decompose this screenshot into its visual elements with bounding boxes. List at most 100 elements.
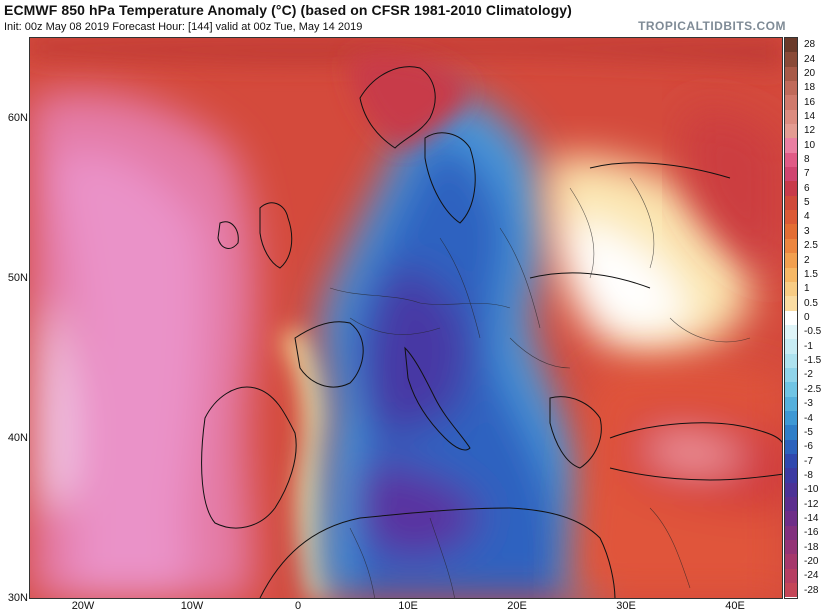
atlantic-warm-anomaly [30, 90, 256, 598]
lon-label-30e: 30E [616, 600, 636, 612]
colorbar-tick-label: 2 [804, 254, 810, 266]
colorbar-swatch [785, 583, 797, 598]
colorbar-tick-label: 1 [804, 283, 810, 295]
colorbar-tick-label: 4 [804, 211, 810, 223]
lat-label-30n: 30N [7, 592, 28, 604]
colorbar-swatch [785, 210, 797, 225]
colorbar-tick-label: 6 [804, 182, 810, 194]
lon-label-0: 0 [294, 600, 302, 612]
colorbar-swatch [785, 81, 797, 96]
colorbar-tick-label: -10 [804, 484, 819, 496]
lon-label-20e: 20E [507, 600, 527, 612]
colorbar-swatch [785, 568, 797, 584]
colorbar-tick-label: 8 [804, 154, 810, 166]
lat-label-50n: 50N [7, 272, 28, 284]
colorbar-swatch [785, 66, 797, 82]
colorbar-tick-label: 1.5 [804, 268, 818, 280]
lon-label-40e: 40E [725, 600, 745, 612]
scandinavia-warm-anomaly [350, 54, 470, 148]
colorbar-swatch [785, 554, 797, 569]
colorbar-swatch [785, 152, 797, 168]
colorbar-tick-label: 0 [804, 312, 810, 323]
coastlines [201, 66, 782, 598]
colorbar-swatch [785, 253, 797, 268]
lon-label-10e: 10E [398, 600, 418, 612]
northeast-warm-anomaly [682, 108, 782, 278]
colorbar-tick-label: -12 [804, 498, 819, 510]
colorbar-tick-label: -14 [804, 513, 819, 525]
colorbar-swatch [785, 511, 797, 526]
colorbar-tick-label: -2 [804, 369, 813, 381]
colorbar-tick-label: 5 [804, 197, 810, 209]
colorbar-tick-label: -2.5 [804, 383, 822, 395]
colorbar-tick-label: -6 [804, 441, 813, 453]
colorbar-tick-label: -28 [804, 584, 819, 596]
chart-title: ECMWF 850 hPa Temperature Anomaly (°C) (… [4, 2, 572, 18]
colorbar-swatch [785, 224, 797, 239]
colorbar-swatch [785, 109, 797, 125]
colorbar-tick-label: 3 [804, 225, 810, 237]
colorbar-tick-label: -18 [804, 541, 819, 553]
colorbar-swatch [785, 367, 797, 383]
map-canvas [30, 38, 782, 598]
colorbar-tick-label: -4 [804, 412, 813, 424]
colorbar-tick-label: -24 [804, 570, 819, 582]
forecast-info: Init: 00z May 08 2019 Forecast Hour: [14… [4, 21, 363, 33]
colorbar-swatch [785, 382, 797, 397]
colorbar-swatch [785, 238, 797, 254]
colorbar-swatch [785, 181, 797, 196]
colorbar-tick-label: 0.5 [804, 297, 818, 309]
colorbar-swatch [785, 339, 797, 354]
colorbar-swatch [785, 167, 797, 182]
colorbar-tick-label: 2.5 [804, 240, 818, 252]
colorbar [784, 37, 798, 599]
colorbar-tick-label: -8 [804, 469, 813, 481]
site-watermark: TROPICALTIDBITS.COM [638, 19, 786, 33]
colorbar-swatch [785, 425, 797, 440]
colorbar-tick-label: 16 [804, 96, 816, 108]
colorbar-swatch [785, 525, 797, 541]
colorbar-tick-label: -0.5 [804, 326, 822, 338]
colorbar-swatch [785, 138, 797, 153]
cold-anomaly-plume [315, 91, 600, 598]
colorbar-tick-label: -20 [804, 556, 819, 568]
colorbar-swatch [785, 195, 797, 211]
political-borders [329, 177, 751, 598]
colorbar-swatch [785, 396, 797, 411]
colorbar-swatch [785, 410, 797, 426]
colorbar-tick-label: 24 [804, 53, 816, 65]
colorbar-tick-label: 10 [804, 139, 816, 151]
lat-label-60n: 60N [7, 112, 28, 124]
colorbar-swatch [785, 353, 797, 368]
colorbar-tick-label: -1.5 [804, 355, 822, 367]
colorbar-swatch [785, 482, 797, 497]
lon-label-20w: 20W [71, 600, 95, 612]
colorbar-swatch [785, 310, 797, 325]
colorbar-swatch [785, 296, 797, 311]
colorbar-swatch [785, 267, 797, 282]
turkey-warm-anomaly [570, 366, 782, 598]
colorbar-swatch [785, 468, 797, 483]
colorbar-swatch [785, 124, 797, 139]
colorbar-swatch [785, 38, 797, 53]
colorbar-swatch [785, 281, 797, 297]
colorbar-tick-label: -3 [804, 398, 813, 410]
colorbar-swatch [785, 95, 797, 110]
anomaly-map [29, 37, 783, 599]
colorbar-tick-label: 20 [804, 67, 816, 79]
lat-label-40n: 40N [7, 432, 28, 444]
colorbar-tick-label: 14 [804, 110, 816, 122]
colorbar-tick-label: -5 [804, 426, 813, 438]
colorbar-tick-label: -16 [804, 527, 819, 539]
colorbar-tick-label: 7 [804, 168, 810, 180]
colorbar-swatch [785, 52, 797, 67]
colorbar-swatch [785, 497, 797, 512]
colorbar-tick-label: 12 [804, 125, 816, 137]
colorbar-swatch [785, 324, 797, 340]
colorbar-tick-label: 18 [804, 82, 816, 94]
colorbar-swatch [785, 439, 797, 454]
colorbar-swatch [785, 540, 797, 555]
colorbar-tick-label: -7 [804, 455, 813, 467]
colorbar-swatch [785, 453, 797, 469]
lon-label-10w: 10W [180, 600, 204, 612]
